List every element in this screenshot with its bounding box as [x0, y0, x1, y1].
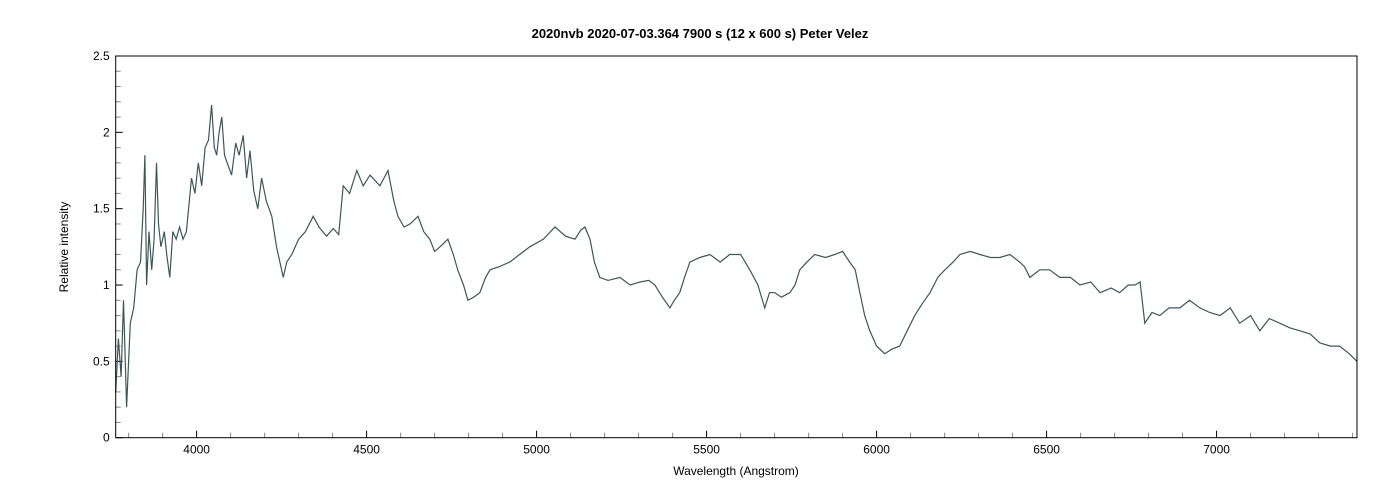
- x-tick-label: 4000: [183, 443, 210, 457]
- plot-frame: [115, 55, 1358, 439]
- y-tick-label: 0.5: [93, 354, 110, 368]
- x-tick-label: 6500: [1033, 443, 1060, 457]
- x-tick-label: 5000: [523, 443, 550, 457]
- y-axis-label: Relative intensity: [57, 202, 71, 293]
- y-tick-label: 0: [103, 431, 110, 445]
- x-tick-label: 4500: [353, 443, 380, 457]
- y-tick-label: 1: [103, 278, 110, 292]
- y-tick-label: 1.5: [93, 202, 110, 216]
- x-tick-label: 5500: [693, 443, 720, 457]
- x-tick-label: 6000: [863, 443, 890, 457]
- y-tick-label: 2.5: [93, 49, 110, 63]
- x-axis-label: Wavelength (Angstrom): [673, 464, 799, 478]
- x-tick-label: 7000: [1203, 443, 1230, 457]
- chart-title: 2020nvb 2020-07-03.364 7900 s (12 x 600 …: [532, 26, 869, 41]
- y-tick-label: 2: [103, 125, 110, 139]
- spectrum-line: [115, 104, 1358, 408]
